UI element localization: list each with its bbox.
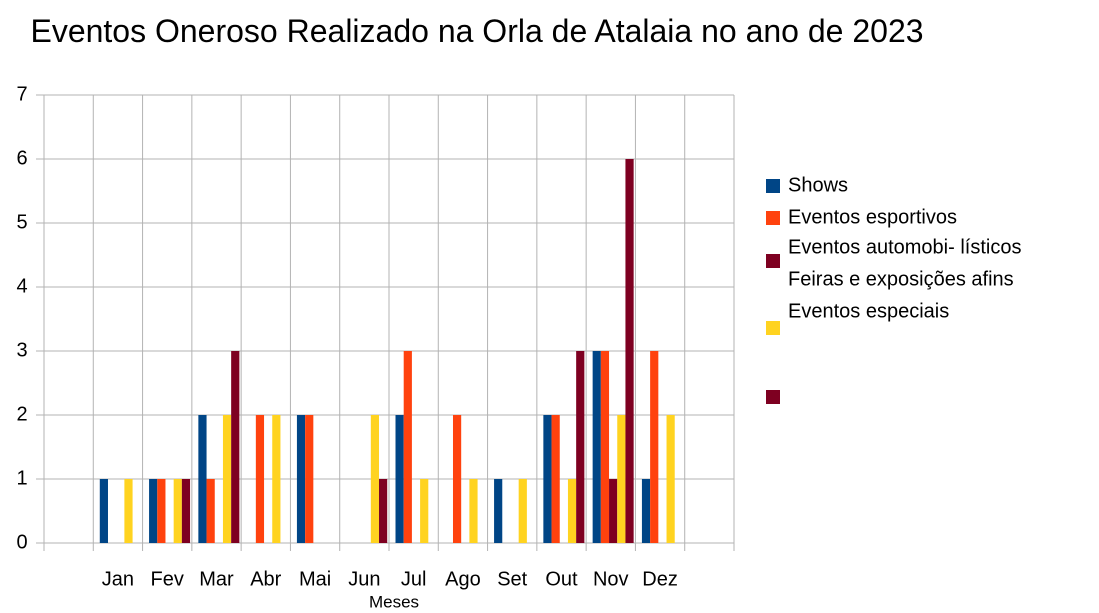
legend-label: Eventos esportivos (788, 206, 957, 228)
y-tick-label: 4 (16, 275, 27, 297)
bar (666, 415, 675, 543)
bar (452, 415, 462, 543)
x-tick-label: Mai (299, 568, 331, 590)
bar (592, 351, 601, 543)
bar (272, 415, 281, 543)
x-tick-label: Set (497, 568, 527, 590)
bar (617, 415, 626, 543)
bar (305, 415, 314, 543)
bar (99, 479, 108, 543)
x-tick-label: Ago (445, 568, 481, 590)
bar (370, 415, 380, 543)
bar (609, 479, 618, 543)
x-axis-label: Meses (369, 592, 419, 611)
bar (181, 479, 191, 543)
bar (231, 351, 240, 543)
bar (420, 479, 429, 543)
x-tick-label: Jun (348, 568, 380, 590)
legend-marker (766, 321, 780, 335)
y-tick-label: 2 (16, 403, 27, 425)
y-tick-label: 5 (16, 211, 27, 233)
x-tick-label: Nov (593, 568, 629, 590)
bar (379, 479, 388, 543)
x-tick-label: Jan (102, 568, 134, 590)
legend-marker (766, 390, 780, 404)
bar (576, 351, 585, 543)
bar (518, 479, 527, 543)
bar (255, 415, 265, 543)
bar (124, 479, 133, 543)
x-tick-label: Fev (151, 568, 184, 590)
x-tick-label: Dez (642, 568, 678, 590)
bar (641, 479, 651, 543)
legend-label: Eventos automobi- lísticos (788, 236, 1021, 258)
bar (173, 479, 182, 543)
y-tick-label: 3 (16, 339, 27, 361)
bar (198, 415, 207, 543)
bar (222, 415, 232, 543)
bar (395, 415, 404, 543)
x-tick-label: Out (545, 568, 578, 590)
legend-label: Feiras e exposições afins (788, 268, 1014, 290)
bar (600, 351, 610, 543)
bar (551, 415, 560, 543)
x-tick-label: Mar (199, 568, 234, 590)
bar (296, 415, 306, 543)
y-tick-label: 6 (16, 147, 27, 169)
chart-title: Eventos Oneroso Realizado na Orla de Ata… (30, 13, 924, 49)
bar (149, 479, 158, 543)
y-tick-label: 1 (16, 467, 27, 489)
y-tick-label: 0 (16, 531, 27, 553)
x-tick-label: Jul (401, 568, 427, 590)
bar (403, 351, 412, 543)
bar (469, 479, 478, 543)
bar (625, 159, 634, 543)
bar (494, 479, 503, 543)
x-tick-label: Abr (250, 568, 281, 590)
legend-marker (766, 211, 780, 225)
bar (157, 479, 166, 543)
legend-marker (766, 179, 780, 193)
bar (543, 415, 552, 543)
legend-marker (766, 254, 780, 268)
legend-label: Shows (788, 174, 848, 196)
y-tick-label: 7 (16, 83, 27, 105)
bar (650, 351, 659, 543)
bar (567, 479, 577, 543)
bar (206, 479, 215, 543)
legend-label: Eventos especiais (788, 300, 949, 322)
